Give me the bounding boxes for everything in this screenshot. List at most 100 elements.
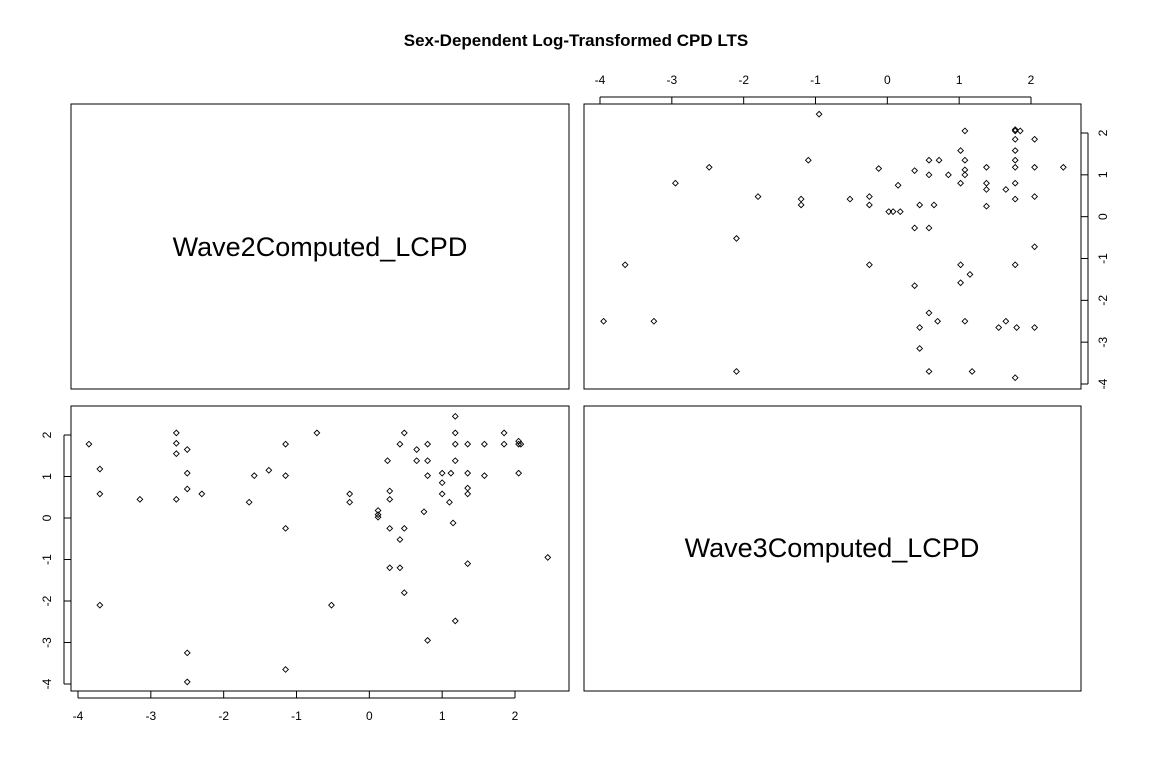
data-point-wave3-vs-wave2	[1011, 195, 1019, 203]
data-point-wave2-vs-wave3	[500, 440, 508, 448]
data-point-wave3-vs-wave2	[885, 208, 893, 216]
data-point-wave2-vs-wave3	[374, 511, 382, 519]
diagonal-label-wave2: Wave2Computed_LCPD	[173, 232, 468, 262]
data-point-wave2-vs-wave3	[172, 429, 180, 437]
data-point-wave2-vs-wave3	[384, 457, 391, 465]
data-point-wave2-vs-wave3	[265, 466, 273, 474]
data-point-wave3-vs-wave2	[621, 261, 629, 269]
data-point-wave3-vs-wave2	[1016, 127, 1024, 135]
data-point-wave3-vs-wave2	[671, 179, 679, 187]
data-point-wave2-vs-wave3	[96, 601, 104, 609]
data-point-wave2-vs-wave3	[515, 440, 523, 448]
data-point-wave2-vs-wave3	[396, 536, 404, 544]
data-point-wave3-vs-wave2	[797, 195, 805, 203]
data-point-wave2-vs-wave3	[447, 469, 455, 477]
data-point-wave2-vs-wave3	[449, 519, 457, 527]
data-point-wave2-vs-wave3	[136, 495, 144, 503]
data-point-wave3-vs-wave2	[983, 186, 990, 193]
data-point-wave3-vs-wave2	[894, 181, 902, 189]
data-point-wave3-vs-wave2	[925, 224, 933, 232]
data-point-wave2-vs-wave3	[400, 429, 408, 437]
data-point-wave3-vs-wave2	[815, 110, 823, 118]
data-point-wave3-vs-wave2	[935, 156, 943, 164]
data-point-wave2-vs-wave3	[346, 490, 354, 498]
data-point-wave2-vs-wave3	[420, 508, 428, 516]
right-axis-tick-label: -3	[1096, 337, 1110, 348]
data-point-wave3-vs-wave2	[957, 261, 965, 269]
data-point-wave3-vs-wave2	[1011, 135, 1019, 143]
data-point-wave3-vs-wave2	[1059, 163, 1067, 171]
data-point-wave3-vs-wave2	[705, 163, 713, 171]
data-point-wave2-vs-wave3	[438, 469, 446, 477]
data-point-wave2-vs-wave3	[183, 649, 191, 657]
data-point-wave3-vs-wave2	[957, 179, 965, 187]
left-axis-tick-label: 2	[40, 431, 54, 438]
data-point-wave3-vs-wave2	[1031, 243, 1039, 251]
data-point-wave3-vs-wave2	[911, 282, 919, 290]
data-point-wave3-vs-wave2	[804, 156, 812, 164]
data-point-wave2-vs-wave3	[250, 472, 258, 480]
top-axis-tick-label: 2	[1028, 73, 1035, 87]
top-axis-tick-label: 0	[884, 73, 891, 87]
bottom-axis-tick-label: -1	[291, 709, 302, 723]
data-point-wave3-vs-wave2	[1011, 147, 1019, 155]
data-point-wave3-vs-wave2	[846, 195, 854, 203]
bottom-axis-tick-label: -2	[218, 709, 229, 723]
data-point-wave3-vs-wave2	[968, 368, 976, 375]
data-point-wave3-vs-wave2	[650, 317, 658, 325]
data-point-wave2-vs-wave3	[424, 440, 432, 448]
data-point-wave2-vs-wave3	[183, 678, 191, 686]
left-axis-tick-label: -2	[40, 595, 54, 606]
data-point-wave3-vs-wave2	[896, 208, 904, 216]
data-point-wave3-vs-wave2	[995, 324, 1003, 331]
bottom-axis-tick-label: -3	[145, 709, 156, 723]
bottom-axis-tick-label: 0	[366, 709, 373, 723]
data-point-wave2-vs-wave3	[328, 601, 335, 609]
data-point-wave2-vs-wave3	[451, 412, 459, 420]
data-point-wave2-vs-wave3	[386, 495, 394, 503]
data-point-wave2-vs-wave3	[424, 457, 432, 465]
data-point-wave3-vs-wave2	[1011, 163, 1019, 171]
bottom-axis-tick-label: 2	[512, 709, 519, 723]
data-point-wave2-vs-wave3	[464, 490, 472, 498]
data-point-wave2-vs-wave3	[451, 440, 459, 448]
data-point-wave3-vs-wave2	[961, 317, 969, 325]
data-point-wave2-vs-wave3	[480, 440, 488, 448]
top-axis-tick-label: 1	[956, 73, 963, 87]
left-axis-tick-label: -4	[40, 678, 54, 689]
data-point-wave2-vs-wave3	[544, 553, 552, 561]
data-point-wave3-vs-wave2	[911, 167, 919, 175]
data-point-wave3-vs-wave2	[983, 163, 990, 171]
data-point-wave2-vs-wave3	[386, 524, 394, 532]
data-point-wave2-vs-wave3	[346, 498, 354, 506]
data-point-wave3-vs-wave2	[1011, 126, 1019, 134]
data-point-wave2-vs-wave3	[464, 484, 472, 492]
data-point-wave2-vs-wave3	[500, 429, 508, 437]
data-point-wave3-vs-wave2	[865, 261, 873, 269]
data-point-wave2-vs-wave3	[515, 469, 523, 477]
data-point-wave3-vs-wave2	[957, 147, 965, 155]
data-point-wave3-vs-wave2	[1011, 156, 1019, 164]
data-point-wave2-vs-wave3	[517, 440, 525, 448]
data-point-wave2-vs-wave3	[183, 469, 191, 477]
data-point-wave2-vs-wave3	[172, 439, 180, 447]
data-point-wave2-vs-wave3	[400, 589, 408, 597]
panel-bottom-right	[583, 405, 1082, 692]
data-point-wave3-vs-wave2	[930, 201, 938, 209]
top-axis-tick-label: -2	[738, 73, 749, 87]
data-point-wave3-vs-wave2	[1011, 261, 1019, 269]
panel-bottom-left	[70, 405, 570, 692]
top-axis-tick-label: -4	[595, 73, 606, 87]
data-point-wave2-vs-wave3	[245, 498, 253, 506]
data-point-wave2-vs-wave3	[313, 429, 321, 437]
left-axis-tick-label: 0	[40, 514, 54, 521]
data-point-wave2-vs-wave3	[172, 450, 180, 458]
data-point-wave2-vs-wave3	[451, 617, 459, 625]
data-point-wave3-vs-wave2	[961, 127, 969, 135]
diagonal-label-wave3: Wave3Computed_LCPD	[685, 533, 980, 563]
data-point-wave2-vs-wave3	[464, 440, 472, 448]
data-point-wave2-vs-wave3	[400, 524, 408, 532]
data-point-wave2-vs-wave3	[451, 429, 459, 437]
data-point-wave2-vs-wave3	[438, 490, 446, 498]
left-axis-tick-label: -1	[40, 554, 54, 565]
